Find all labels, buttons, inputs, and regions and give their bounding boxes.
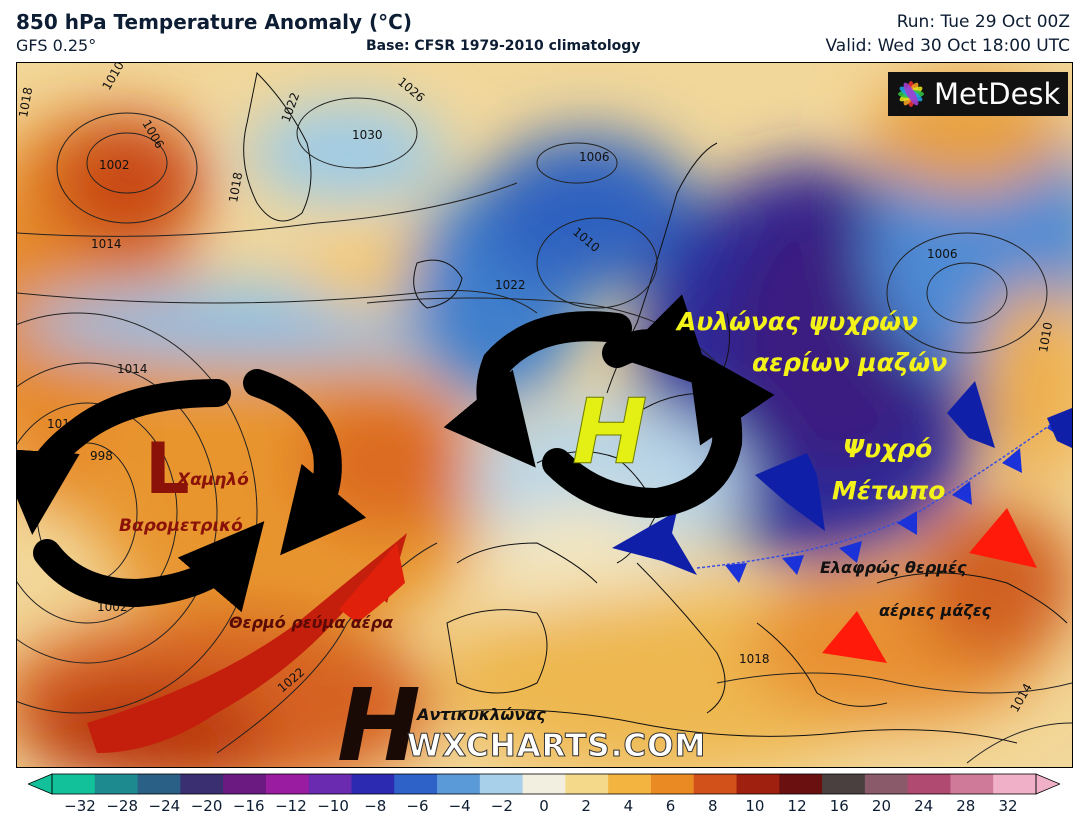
colorbar-segment	[94, 774, 139, 794]
colorbar-tick-label: −16	[232, 797, 265, 815]
colorbar-tick-label: 0	[539, 797, 549, 815]
colorbar-tick-label: 12	[787, 797, 807, 815]
metdesk-flower-icon	[898, 81, 924, 107]
isobar-label: 1018	[17, 86, 35, 119]
wxcharts-watermark: WXCHARTS.COM	[406, 728, 707, 765]
low-label-line1: Χαμηλό	[176, 470, 249, 490]
anomaly-field	[17, 73, 1072, 767]
colorbar-segment	[650, 774, 695, 794]
map-canvas: 1018 1010 1006 1002 1022 1026 1030 1014 …	[17, 63, 1072, 767]
colorbar	[28, 773, 1060, 795]
anticyclone-symbol: H	[337, 667, 421, 767]
low-label-line2: Βαρομετρικό	[119, 516, 243, 536]
warm-flow-arrow	[87, 533, 407, 753]
isobar-label: 1010	[1036, 321, 1055, 354]
high-circulation-arrows	[443, 294, 775, 519]
coastlines	[243, 71, 1068, 744]
colorbar-segment	[565, 774, 609, 794]
colorbar-segment	[864, 774, 909, 794]
low-circulation-arrows	[17, 369, 367, 613]
colorbar-segment	[479, 774, 524, 794]
colorbar-segment	[822, 774, 866, 794]
trough-label-line1: Αυλώνας ψυχρών	[675, 307, 918, 336]
colorbar-segment	[693, 774, 738, 794]
isobar-label: 1006	[927, 247, 958, 261]
warm-flow-arrowhead	[339, 543, 405, 623]
colorbar-segment	[223, 774, 267, 794]
valid-time: Valid: Wed 30 Oct 18:00 UTC	[825, 36, 1071, 56]
cold-front-label-line2: Μέτωπο	[832, 476, 945, 505]
colorbar-segment	[779, 774, 823, 794]
trough-label-line2: αερίων μαζών	[752, 348, 947, 377]
colorbar-segment	[993, 774, 1037, 794]
metdesk-logo: MetDesk	[888, 72, 1068, 116]
colorbar-segment	[351, 774, 395, 794]
colorbar-tick-label: 10	[745, 797, 765, 815]
colorbar-segment	[522, 774, 566, 794]
warm-arrows	[822, 508, 1037, 663]
cold-front-label-line1: Ψυχρό	[843, 434, 932, 463]
cold-arrows	[612, 381, 1072, 575]
colorbar-max-arrow	[1035, 773, 1060, 795]
colorbar-segment	[950, 774, 994, 794]
isobar-label: 1022	[495, 278, 526, 292]
isobar-labels: 1018 1010 1006 1002 1022 1026 1030 1014 …	[17, 63, 1055, 715]
colorbar-tick-label: 2	[581, 797, 591, 815]
colorbar-min-arrow	[28, 773, 53, 795]
colorbar-tick-label: 24	[914, 797, 934, 815]
colorbar-tick-label: 28	[956, 797, 976, 815]
colorbar-tick-label: −12	[275, 797, 307, 815]
colorbar-segment	[52, 774, 96, 794]
colorbar-segment	[308, 774, 352, 794]
warm-air-label-line2: αέριες μάζες	[879, 601, 992, 620]
colorbar-segment	[394, 774, 438, 794]
colorbar-segment	[608, 774, 652, 794]
climatology-base: Base: CFSR 1979-2010 climatology	[366, 38, 641, 54]
model-name: GFS 0.25°	[16, 36, 97, 55]
colorbar-segment	[437, 774, 481, 794]
colorbar-tick-label: −32	[64, 797, 96, 815]
isobar-label: 1018	[226, 171, 245, 204]
colorbar-tick-label: −24	[148, 797, 181, 815]
isobar-label: 1006	[579, 150, 610, 164]
colorbar-tick-label: −4	[448, 797, 471, 815]
chart-title: 850 hPa Temperature Anomaly (°C)	[16, 10, 412, 34]
run-time: Run: Tue 29 Oct 00Z	[896, 12, 1070, 32]
isobar-label: 1030	[352, 128, 383, 142]
high-pressure-symbol: H	[572, 380, 647, 485]
colorbar-tick-label: 4	[623, 797, 634, 815]
colorbar-tick-label: 20	[871, 797, 891, 815]
colorbar-tick-label: −10	[317, 797, 349, 815]
colorbar-tick-label: 32	[998, 797, 1018, 815]
isobars	[17, 97, 1072, 764]
metdesk-name: MetDesk	[934, 77, 1061, 111]
colorbar-segment	[907, 774, 951, 794]
colorbar-tick-label: 16	[829, 797, 849, 815]
colorbar-tick-label: 8	[707, 797, 718, 815]
colorbar-segment	[736, 774, 780, 794]
colorbar-tick-label: −20	[190, 797, 223, 815]
isobar-label: 1002	[99, 158, 130, 172]
anticyclone-label: Αντικυκλώνας	[415, 705, 546, 724]
colorbar-tick-label: −28	[106, 797, 138, 815]
anomaly-map: 1018 1010 1006 1002 1022 1026 1030 1014 …	[16, 62, 1073, 768]
warm-air-label-line1: Ελαφρώς θερμές	[820, 558, 967, 577]
colorbar-segment	[180, 774, 224, 794]
colorbar-tick-label: 6	[665, 797, 676, 815]
colorbar-tick-label: −6	[406, 797, 429, 815]
warm-flow-label: Θερμό ρεύμα αέρα	[229, 613, 394, 632]
isobar-label: 1014	[117, 362, 148, 376]
low-pressure-symbol: L	[145, 428, 190, 510]
isobar-label: 1018	[739, 652, 770, 666]
isobar-label: 998	[90, 449, 113, 463]
colorbar-tick-label: −8	[364, 797, 387, 815]
colorbar-tick-label: −2	[490, 797, 513, 815]
isobar-label: 1014	[91, 237, 122, 251]
colorbar-segment	[265, 774, 310, 794]
colorbar-segment	[137, 774, 181, 794]
